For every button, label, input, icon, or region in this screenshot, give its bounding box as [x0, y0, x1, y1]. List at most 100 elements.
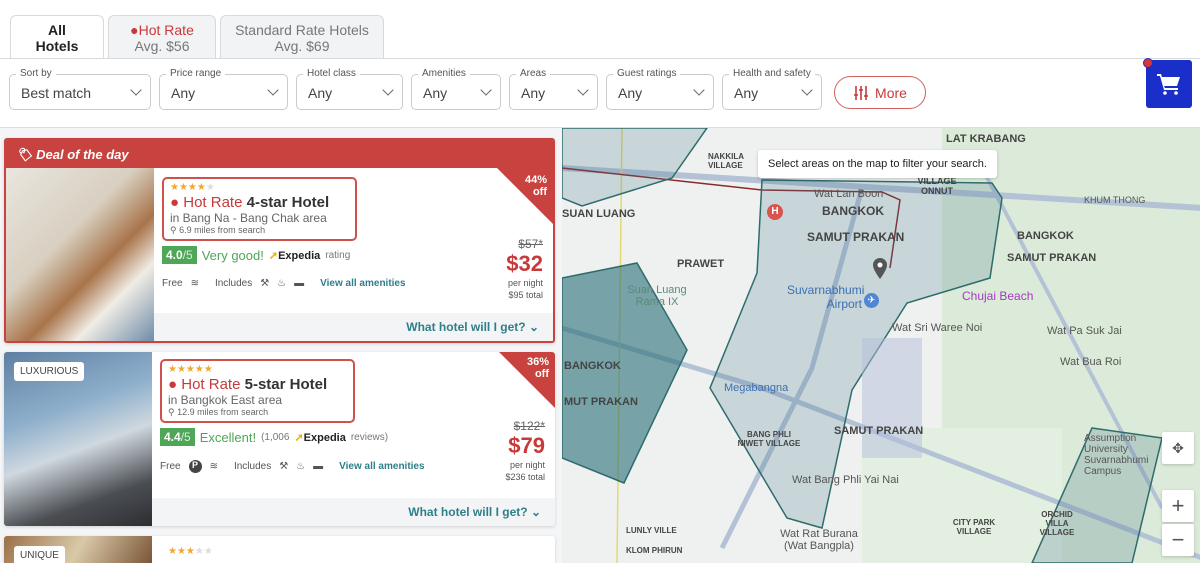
hot-rate-label: Hot Rate — [181, 376, 241, 393]
sliders-icon — [854, 85, 869, 100]
more-filters-button[interactable]: More — [834, 76, 926, 109]
includes-label: Includes — [214, 278, 253, 289]
map-label: KLOM PHIRUN — [626, 546, 683, 555]
map-label: Wat Bua Roi — [1060, 356, 1122, 368]
map-label: BANGKOK — [1017, 230, 1074, 242]
tab-label: Hotels — [35, 38, 79, 54]
zoom-out-button[interactable]: − — [1162, 524, 1194, 556]
deal-of-the-day-header: 🏷 Deal of the day — [6, 140, 553, 168]
location-pin-icon[interactable] — [872, 258, 888, 282]
pool-icon: ♨ — [277, 278, 287, 289]
zoom-in-button[interactable]: + — [1162, 490, 1194, 522]
fullscreen-button[interactable]: ✥ — [1162, 432, 1194, 464]
map-label: MUT PRAKAN — [564, 396, 638, 408]
view-all-amenities-link[interactable]: View all amenities — [320, 278, 406, 289]
star-rating: ★★★★★ — [168, 546, 213, 557]
tab-standard-rate[interactable]: Standard Rate Hotels Avg. $69 — [220, 15, 384, 58]
chevron-down-icon — [382, 84, 394, 96]
total-price: $95 total — [508, 290, 543, 300]
filter-value: Any — [423, 85, 448, 101]
pin-icon: ⚲ — [170, 225, 180, 235]
price-range-select[interactable]: Price range Any — [159, 68, 288, 110]
original-price: $57* — [518, 237, 543, 251]
chevron-down-icon — [693, 84, 705, 96]
tab-avg-price: Avg. $56 — [134, 38, 190, 54]
map-label: SUAN LUANG — [562, 208, 636, 220]
what-hotel-will-i-get-button[interactable]: What hotel will I get? ⌄ — [154, 313, 553, 341]
pool-icon: ♨ — [296, 461, 306, 472]
parking-icon: P — [188, 460, 202, 473]
tab-all-hotels[interactable]: All Hotels — [10, 15, 104, 59]
health-safety-select[interactable]: Health and safety Any — [722, 68, 822, 110]
rate-tabs: All Hotels ●Hot Rate Avg. $56 Standard Rat… — [10, 15, 384, 59]
hotel-photo[interactable]: LUXURIOUS — [4, 352, 152, 526]
tab-hot-rate[interactable]: ●Hot Rate Avg. $56 — [108, 15, 216, 58]
star-rating: ★★★★★ — [168, 364, 213, 375]
chevron-down-icon — [480, 84, 492, 96]
map[interactable]: LAT KRABANG Wat Lan Boon SINTHON VILLAGE… — [562, 128, 1200, 563]
filter-label: Health and safety — [729, 68, 815, 79]
hotel-highlight-box: ★★★★★ ● Hot Rate 5-star Hotel in Bangkok… — [160, 359, 355, 423]
filter-label: Amenities — [418, 68, 470, 79]
map-label: PRAWET — [677, 258, 725, 270]
hotel-photo[interactable] — [6, 168, 154, 341]
map-canvas — [562, 128, 1200, 563]
hotel-photo[interactable]: UNIQUE — [4, 536, 152, 563]
map-label: Suvarnabhumi Airport — [787, 283, 865, 311]
hotel-area: in Bangkok East area — [168, 393, 283, 407]
discount-corner — [499, 352, 555, 408]
luxurious-badge: LUXURIOUS — [14, 362, 85, 381]
hotel-class-select[interactable]: Hotel class Any — [296, 68, 403, 110]
map-label: BANGKOK — [822, 204, 884, 218]
bed-icon: ▬ — [313, 461, 324, 472]
hospital-icon[interactable]: H — [767, 204, 783, 220]
bed-icon: ▬ — [294, 278, 305, 289]
rating-verdict: Excellent! — [199, 429, 257, 445]
map-label: Chujai Beach — [962, 289, 1034, 303]
amenities-row: Free P ≋ Includes ⚒ ♨ ▬ View all amenities — [160, 460, 425, 473]
airport-icon[interactable]: ✈ — [864, 293, 879, 308]
map-label: SAMUT PRAKAN — [807, 230, 905, 244]
map-label: CITY PARK VILLAGE — [952, 518, 996, 536]
cart-button[interactable] — [1143, 58, 1192, 108]
flame-icon: ● — [170, 194, 180, 211]
map-tooltip: Select areas on the map to filter your s… — [758, 150, 997, 178]
sort-by-select[interactable]: Sort by Best match — [9, 68, 151, 110]
cart-icon — [1157, 74, 1180, 95]
chevron-down-icon — [267, 84, 279, 96]
score-badge: 4.4/5 — [160, 428, 195, 446]
filter-value: Any — [171, 85, 196, 101]
map-label: Wat Bang Phli Yai Nai — [792, 474, 899, 486]
rating-suffix: reviews) — [350, 431, 389, 443]
per-night-label: per night — [509, 460, 545, 470]
amenities-select[interactable]: Amenities Any — [411, 68, 501, 110]
map-label: LAT KRABANG — [946, 133, 1026, 145]
chevron-down-icon — [801, 84, 813, 96]
filter-value: Best match — [21, 85, 92, 101]
areas-select[interactable]: Areas Any — [509, 68, 598, 110]
map-label: ORCHID VILLA VILLAGE — [1039, 510, 1075, 537]
map-label: BANGKOK — [564, 360, 621, 372]
current-price: $32 — [506, 251, 543, 276]
hotel-card[interactable]: 🏷 Deal of the day ★★★★★ ● Hot Rate 4-sta… — [4, 138, 555, 343]
what-hotel-will-i-get-button[interactable]: What hotel will I get? ⌄ — [152, 498, 555, 526]
filter-bar: Sort by Best match Price range Any Hotel c… — [9, 68, 822, 110]
hotel-info: ★★★★★ — [168, 546, 213, 557]
tab-label: Standard Rate Hotels — [235, 22, 369, 38]
map-label: Wat Lan Boon — [814, 188, 884, 200]
distance: 12.9 miles from search — [177, 407, 269, 417]
amenities-row: Free ≋ Includes ⚒ ♨ ▬ View all amenities — [162, 278, 406, 289]
guest-rating: 4.4/5 Excellent! (1,006 ➚Expedia reviews) — [160, 428, 425, 446]
fitness-icon: ⚒ — [279, 461, 289, 472]
chevron-circle-icon: ⌄ — [530, 505, 541, 519]
hotel-class-title: 5-star Hotel — [244, 376, 328, 393]
discount-corner — [497, 168, 553, 224]
view-all-amenities-link[interactable]: View all amenities — [339, 461, 425, 472]
score-badge: 4.0/5 — [162, 246, 197, 264]
map-label: Wat Sri Waree Noi — [892, 322, 983, 334]
chevron-down-icon — [577, 84, 589, 96]
hotel-card[interactable]: UNIQUE ★★★★★ — [4, 536, 555, 563]
guest-ratings-select[interactable]: Guest ratings Any — [606, 68, 714, 110]
hotel-card[interactable]: LUXURIOUS ★★★★★ ● Hot Rate 5-star Hotel … — [4, 352, 555, 526]
map-label: Wat Rat Burana (Wat Bangpla) — [780, 528, 858, 552]
